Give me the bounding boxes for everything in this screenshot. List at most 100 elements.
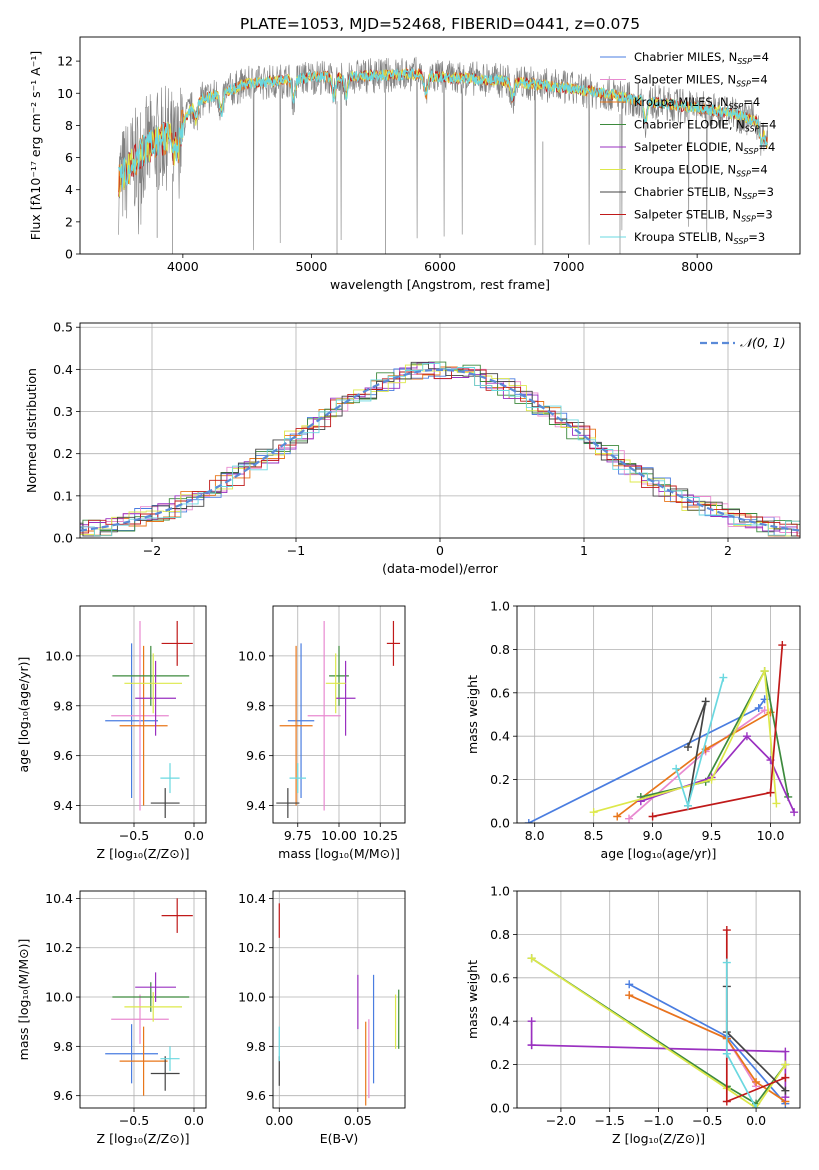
- legend-label: Salpeter STELIB, NSSP=3: [634, 208, 773, 224]
- x-axis-label: (data-model)/error: [382, 561, 499, 576]
- legend-label: Chabrier STELIB, NSSP=3: [634, 185, 774, 201]
- y-tick-label: 9.6: [246, 748, 266, 763]
- figure-title: PLATE=1053, MJD=52468, FIBERID=0441, z=0…: [240, 15, 640, 33]
- x-tick-label: −0.5: [119, 828, 149, 843]
- x-axis-label: Z [log₁₀(Z/Z⊙)]: [612, 1131, 705, 1146]
- x-tick-label: −1.0: [643, 1113, 673, 1128]
- weight-marker: [524, 819, 533, 823]
- x-tick-label: −1.5: [595, 1113, 625, 1128]
- y-tick-label: 0.0: [490, 1101, 510, 1116]
- weight-marker: [754, 703, 763, 712]
- y-tick-label: 4: [65, 182, 73, 197]
- normal-curve: [80, 368, 800, 532]
- histogram-step: [80, 363, 800, 537]
- weight-marker: [589, 808, 598, 817]
- y-tick-label: 0.2: [490, 1057, 510, 1072]
- y-tick-label: 0.4: [490, 1014, 510, 1029]
- axes-frame: [79, 605, 207, 824]
- y-tick-label: 1.0: [490, 884, 510, 899]
- y-tick-label: 0.8: [490, 642, 510, 657]
- y-tick-label: 9.8: [53, 1039, 73, 1054]
- legend-label: Kroupa STELIB, NSSP=3: [634, 230, 765, 246]
- y-tick-label: 0.1: [53, 488, 73, 503]
- weight-line: [593, 667, 778, 813]
- weight-marker: [766, 788, 775, 797]
- legend-label-value: =4: [751, 163, 768, 177]
- x-tick-label: 8.0: [525, 828, 545, 843]
- weight-marker: [707, 775, 716, 784]
- panel-Z-age: −0.5 0.0 9.4 9.6 9.8 10.0 Z [log₁₀(Z/Z⊙)] age […: [16, 605, 207, 861]
- x-tick-label: 9.5: [702, 828, 722, 843]
- x-tick-label: 7000: [553, 259, 585, 274]
- y-tick-label: 0: [65, 247, 73, 262]
- y-tick-label: 0.5: [53, 320, 73, 335]
- weight-marker: [625, 814, 634, 823]
- weight-marker: [613, 812, 622, 821]
- weight-line: [531, 957, 787, 1108]
- weight-marker: [625, 980, 634, 989]
- y-tick-label: 0.2: [490, 772, 510, 787]
- weight-marker: [781, 1047, 790, 1056]
- weight-marker: [781, 1073, 790, 1082]
- x-tick-label: 9.0: [643, 828, 663, 843]
- x-tick-label: 0.05: [344, 1113, 372, 1128]
- weight-marker: [781, 1086, 790, 1095]
- legend-label-value: =3: [756, 208, 773, 222]
- legend-label-subscript: SSP: [737, 57, 752, 66]
- weight-marker: [625, 991, 634, 1000]
- y-tick-label: 9.6: [53, 1088, 73, 1103]
- histogram-step: [80, 361, 800, 533]
- x-tick-label: −0.5: [692, 1113, 722, 1128]
- y-tick-label: 10.4: [238, 891, 266, 906]
- x-tick-label: 0.0: [184, 1113, 204, 1128]
- weight-marker: [722, 958, 731, 967]
- plot-area: [80, 323, 800, 538]
- axes-frame: [516, 605, 801, 824]
- legend-label-value: =4: [758, 140, 775, 154]
- y-tick-label: 10.0: [238, 648, 266, 663]
- x-tick-label: 9.75: [284, 828, 312, 843]
- plot-area: [80, 606, 206, 823]
- legend-label: Kroupa ELODIE, NSSP=4: [634, 163, 768, 179]
- weight-marker: [683, 801, 692, 810]
- plot-area: [118, 56, 768, 254]
- axes-frame: [516, 890, 801, 1109]
- x-tick-label: −2.0: [546, 1113, 576, 1128]
- x-tick-label: 10.00: [321, 828, 357, 843]
- legend-label-subscript: SSP: [744, 147, 759, 156]
- y-tick-label: 10.2: [238, 940, 266, 955]
- y-axis-label: mass weight: [465, 675, 480, 754]
- plot-area: [273, 606, 405, 823]
- y-tick-label: 0.3: [53, 404, 73, 419]
- panel-age-weight: 8.0 8.5 9.0 9.5 10.0 0.0 0.2 0.4 0.6 0.8 1.0 age [l…: [465, 599, 801, 861]
- x-tick-label: 2: [724, 543, 732, 558]
- legend-label-text: Salpeter MILES, N: [634, 73, 736, 87]
- legend-label: Chabrier MILES, NSSP=4: [634, 50, 769, 66]
- legend-label-subscript: SSP: [736, 170, 751, 179]
- histogram-step: [80, 361, 800, 537]
- y-axis-label: age [log₁₀(age/yr)]: [16, 657, 31, 773]
- weight-marker: [527, 1041, 536, 1050]
- y-axis-label: Normed distribution: [24, 368, 39, 493]
- x-axis-label: E(B-V): [320, 1131, 359, 1146]
- x-tick-label: 1: [580, 543, 588, 558]
- y-tick-label: 9.8: [246, 1039, 266, 1054]
- legend-label-subscript: SSP: [745, 125, 760, 134]
- legend-label-text: Chabrier ELODIE, N: [634, 118, 745, 132]
- y-tick-label: 12: [57, 54, 73, 69]
- x-tick-label: 8000: [681, 259, 713, 274]
- weight-marker: [527, 1017, 536, 1026]
- panel-ebv-mass: 0.00 0.05 9.6 9.8 10.0 10.2 10.4 E(B-V): [238, 890, 406, 1146]
- y-tick-label: 9.6: [246, 1088, 266, 1103]
- weight-marker: [752, 1104, 761, 1108]
- weight-marker: [672, 764, 681, 773]
- x-axis-label: wavelength [Angstrom, rest frame]: [330, 277, 550, 292]
- legend-label: Salpeter MILES, NSSP=4: [634, 73, 768, 89]
- weight-line: [628, 994, 786, 1103]
- y-tick-label: 0.8: [490, 927, 510, 942]
- x-axis-label: Z [log₁₀(Z/Z⊙)]: [97, 846, 190, 861]
- y-tick-label: 1.0: [490, 599, 510, 614]
- y-tick-label: 10.2: [45, 940, 73, 955]
- legend-label-subscript: SSP: [742, 192, 757, 201]
- legend-label-text: Kroupa STELIB, N: [634, 230, 734, 244]
